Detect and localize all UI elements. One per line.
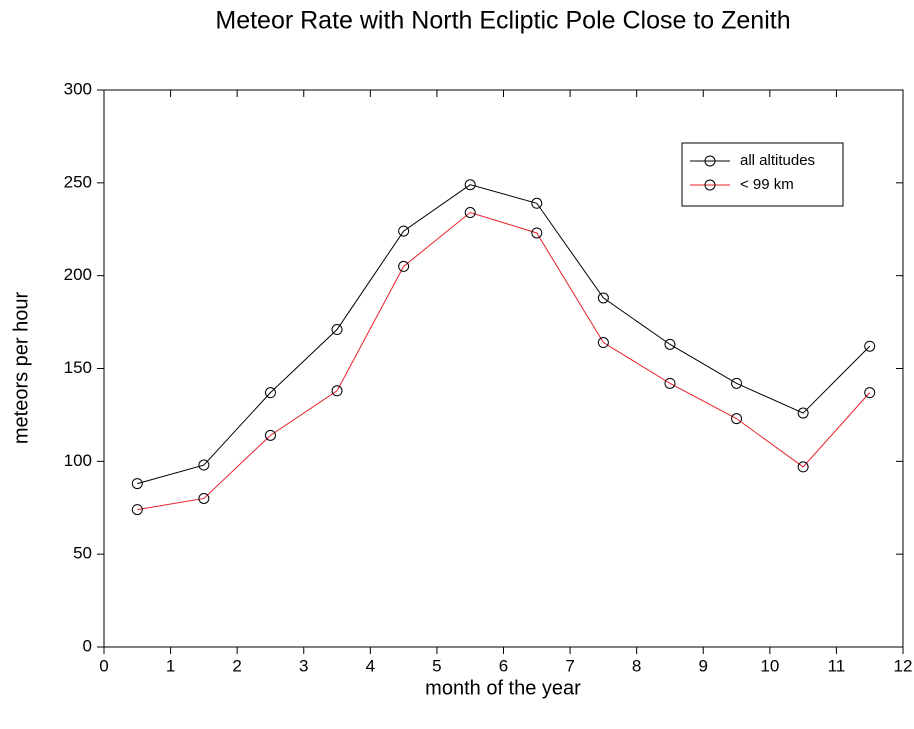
data-point [531, 197, 543, 209]
x-tick-label: 5 [432, 656, 441, 675]
y-tick-label: 0 [83, 636, 92, 655]
y-tick-label: 300 [64, 79, 92, 98]
legend-marker [704, 155, 716, 167]
data-point [664, 338, 676, 350]
data-point [597, 337, 609, 349]
data-point [198, 492, 210, 504]
y-tick-label: 100 [64, 451, 92, 470]
data-point [264, 429, 276, 441]
series-line [137, 211, 871, 511]
data-point [864, 340, 876, 352]
y-tick-label: 50 [73, 544, 92, 563]
data-point [731, 377, 743, 389]
x-tick-label: 9 [699, 656, 708, 675]
x-tick-label: 10 [760, 656, 779, 675]
data-point [398, 225, 410, 237]
y-tick-label: 250 [64, 172, 92, 191]
data-point [398, 260, 410, 272]
x-tick-label: 7 [565, 656, 574, 675]
data-point [864, 387, 876, 399]
data-point [198, 459, 210, 471]
x-tick-label: 12 [894, 656, 913, 675]
y-tick-label: 150 [64, 358, 92, 377]
x-tick-label: 11 [828, 656, 846, 675]
x-tick-label: 6 [499, 656, 508, 675]
data-point [797, 461, 809, 473]
data-point [797, 407, 809, 419]
x-tick-label: 3 [299, 656, 308, 675]
data-point [331, 385, 343, 397]
data-point [131, 478, 143, 490]
data-point [331, 324, 343, 336]
data-point [664, 377, 676, 389]
y-axis-label: meteors per hour [10, 292, 32, 445]
x-tick-label: 0 [99, 656, 108, 675]
series-line [137, 184, 871, 485]
data-point [531, 227, 543, 239]
legend-label: < 99 km [740, 176, 794, 193]
x-tick-label: 1 [166, 656, 175, 675]
x-tick-label: 4 [366, 656, 375, 675]
legend-label: all altitudes [740, 152, 815, 169]
legend-marker [704, 179, 716, 191]
data-point [264, 387, 276, 399]
x-axis-label: month of the year [425, 677, 581, 699]
data-point [464, 207, 476, 219]
y-tick-label: 200 [64, 265, 92, 284]
legend-box [681, 142, 844, 207]
data-point [731, 413, 743, 425]
data-point [464, 179, 476, 191]
x-tick-label: 2 [232, 656, 241, 675]
data-point [131, 504, 143, 516]
chart-title: Meteor Rate with North Ecliptic Pole Clo… [215, 7, 790, 35]
x-tick-label: 8 [632, 656, 641, 675]
data-point [597, 292, 609, 304]
